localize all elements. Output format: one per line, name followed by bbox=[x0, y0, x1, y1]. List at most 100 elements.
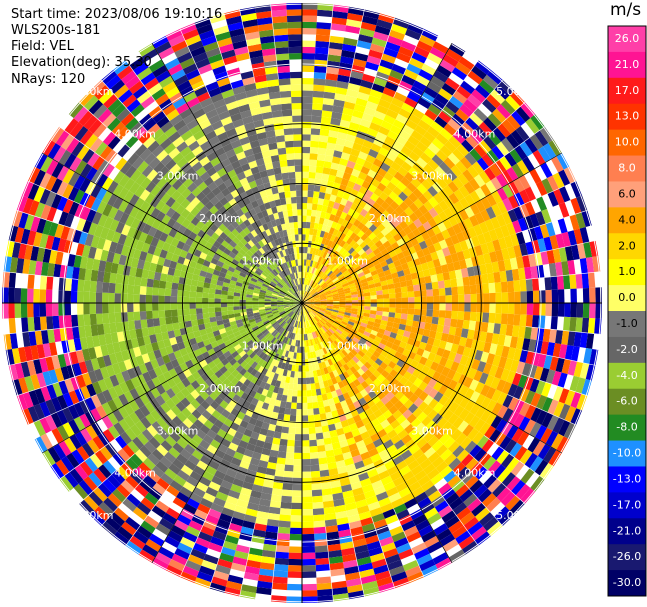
velocity-gate bbox=[195, 303, 203, 309]
velocity-gate bbox=[309, 377, 315, 384]
velocity-gate bbox=[351, 300, 359, 303]
velocity-gate bbox=[464, 152, 477, 166]
velocity-gate bbox=[339, 300, 346, 303]
velocity-gate bbox=[331, 341, 338, 349]
velocity-gate bbox=[474, 321, 483, 332]
velocity-gate bbox=[351, 294, 358, 298]
velocity-gate bbox=[463, 376, 474, 389]
velocity-gate bbox=[269, 449, 279, 458]
velocity-gate bbox=[102, 303, 109, 314]
velocity-gate bbox=[459, 80, 476, 95]
velocity-gate bbox=[278, 406, 286, 415]
velocity-gate bbox=[356, 286, 364, 292]
velocity-gate bbox=[505, 495, 521, 511]
velocity-gate bbox=[285, 401, 292, 409]
velocity-gate bbox=[385, 274, 393, 281]
velocity-gate bbox=[306, 278, 310, 286]
velocity-gate bbox=[395, 307, 402, 314]
velocity-gate bbox=[292, 339, 297, 347]
velocity-gate bbox=[380, 369, 390, 379]
velocity-gate bbox=[420, 296, 427, 303]
velocity-gate bbox=[379, 405, 389, 415]
velocity-gate bbox=[474, 381, 485, 394]
velocity-gate bbox=[369, 89, 383, 99]
velocity-gate bbox=[326, 365, 333, 374]
velocity-gate bbox=[347, 82, 361, 92]
velocity-gate bbox=[324, 212, 331, 220]
velocity-gate bbox=[442, 325, 451, 335]
velocity-gate bbox=[363, 436, 373, 446]
velocity-gate bbox=[302, 471, 312, 478]
velocity-gate bbox=[302, 346, 305, 353]
velocity-gate bbox=[421, 179, 433, 191]
velocity-gate bbox=[372, 326, 380, 333]
velocity-gate bbox=[302, 40, 316, 48]
velocity-gate bbox=[443, 470, 457, 483]
velocity-gate bbox=[322, 244, 328, 252]
velocity-gate bbox=[368, 215, 378, 225]
velocity-gate bbox=[314, 59, 328, 67]
velocity-gate bbox=[312, 501, 324, 509]
velocity-gate bbox=[255, 516, 268, 526]
velocity-gate bbox=[340, 178, 350, 187]
velocity-gate bbox=[403, 525, 419, 538]
velocity-gate bbox=[404, 156, 417, 167]
velocity-gate bbox=[339, 334, 346, 341]
velocity-gate bbox=[83, 303, 90, 315]
velocity-gate bbox=[456, 126, 470, 140]
velocity-gate bbox=[352, 274, 360, 281]
velocity-gate bbox=[453, 189, 465, 201]
velocity-gate bbox=[353, 234, 361, 243]
velocity-gate bbox=[288, 427, 296, 435]
velocity-gate bbox=[543, 446, 557, 463]
velocity-gate bbox=[375, 104, 389, 115]
velocity-gate bbox=[357, 350, 366, 358]
velocity-gate bbox=[360, 225, 369, 234]
velocity-gate bbox=[152, 318, 161, 327]
velocity-gate bbox=[334, 144, 345, 153]
velocity-gate bbox=[329, 343, 336, 351]
velocity-gate bbox=[372, 369, 381, 379]
velocity-gate bbox=[406, 182, 417, 193]
velocity-gate bbox=[313, 307, 320, 311]
velocity-gate bbox=[525, 351, 535, 365]
velocity-gate bbox=[46, 276, 54, 290]
velocity-gate bbox=[314, 235, 320, 243]
velocity-gate bbox=[302, 477, 312, 485]
velocity-gate bbox=[333, 362, 340, 370]
velocity-gate bbox=[370, 163, 381, 174]
velocity-gate bbox=[312, 197, 319, 205]
velocity-gate bbox=[343, 37, 358, 47]
velocity-gate bbox=[319, 294, 326, 298]
velocity-gate bbox=[413, 290, 421, 298]
velocity-gate bbox=[452, 335, 461, 346]
velocity-gate bbox=[289, 358, 294, 365]
velocity-gate bbox=[569, 214, 580, 231]
velocity-gate bbox=[313, 414, 321, 422]
velocity-gate bbox=[362, 285, 370, 291]
velocity-gate bbox=[529, 134, 544, 150]
velocity-gate bbox=[326, 279, 333, 285]
velocity-gate bbox=[277, 526, 291, 534]
velocity-gate bbox=[304, 253, 308, 260]
ray-separator bbox=[434, 484, 479, 546]
velocity-gate bbox=[452, 462, 466, 475]
velocity-gate bbox=[409, 508, 424, 521]
velocity-gate bbox=[336, 328, 343, 335]
velocity-gate bbox=[474, 212, 485, 225]
velocity-gate bbox=[360, 251, 368, 259]
velocity-gate bbox=[309, 452, 319, 460]
velocity-gate bbox=[363, 394, 372, 403]
velocity-gate bbox=[391, 63, 407, 75]
velocity-gate bbox=[302, 103, 313, 110]
velocity-gate bbox=[355, 245, 363, 253]
velocity-gate bbox=[312, 508, 325, 516]
velocity-gate bbox=[417, 371, 427, 382]
velocity-gate bbox=[308, 234, 313, 242]
velocity-gate bbox=[316, 394, 323, 402]
velocity-gate bbox=[284, 363, 290, 371]
velocity-gate bbox=[8, 287, 15, 303]
velocity-gate bbox=[459, 396, 470, 409]
velocity-gate bbox=[202, 297, 209, 303]
velocity-gate bbox=[340, 267, 348, 274]
